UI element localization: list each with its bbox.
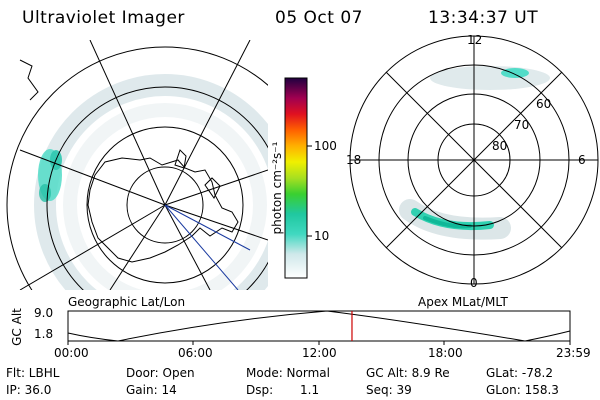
- instrument-title: Ultraviolet Imager: [22, 8, 185, 28]
- timeline-tick-1800: 18:00: [428, 346, 463, 360]
- timeline-ymax: 9.0: [34, 306, 54, 320]
- mlt-label-6: 6: [578, 153, 586, 167]
- status-gc-alt: GC Alt: 8.9 Re: [366, 366, 450, 380]
- timeline-ymin: 1.8: [34, 327, 54, 341]
- status-ip: IP: 36.0: [6, 383, 52, 397]
- timeline-tick-1200: 12:00: [302, 346, 337, 360]
- mlat-label-70: 70: [514, 118, 530, 132]
- altitude-timeline: [67, 310, 571, 342]
- mlat-label-80: 80: [492, 139, 508, 153]
- antarctica-coastline: [87, 157, 239, 263]
- image-date: 05 Oct 07: [275, 8, 363, 28]
- status-filter: Flt: LBHL: [6, 366, 60, 380]
- colorbar: [284, 77, 308, 279]
- status-seq: Seq: 39: [366, 383, 412, 397]
- apex-map-caption: Apex MLat/MLT: [418, 295, 508, 309]
- colorbar-tick-10: 10: [314, 229, 330, 243]
- mlt-label-0: 0: [470, 276, 478, 290]
- status-glat: GLat: -78.2: [486, 366, 553, 380]
- timeline-tick-2359: 23:59: [556, 346, 591, 360]
- timeline-ylabel: GC Alt: [10, 308, 24, 346]
- status-gain: Gain: 14: [126, 383, 177, 397]
- geographic-map-caption: Geographic Lat/Lon: [68, 295, 186, 309]
- status-mode: Mode: Normal: [246, 366, 330, 380]
- timeline-tick-0000: 00:00: [54, 346, 89, 360]
- timeline-tick-0600: 06:00: [178, 346, 213, 360]
- mlat-label-60: 60: [536, 97, 552, 111]
- status-dsp-label: Dsp:: [246, 383, 274, 397]
- mlt-label-12: 12: [467, 33, 483, 47]
- altitude-curve: [67, 310, 571, 342]
- apex-polar-plot: [349, 35, 599, 285]
- ground-track: [164, 204, 239, 290]
- geographic-map-grid: [6, 40, 268, 290]
- status-door: Door: Open: [126, 366, 195, 380]
- colorbar-unit-label: photon cm⁻²s⁻¹: [270, 141, 284, 235]
- image-time: 13:34:37 UT: [428, 8, 539, 28]
- status-glon: GLon: 158.3: [486, 383, 559, 397]
- mlt-label-18: 18: [346, 153, 362, 167]
- status-dsp-value: 1.1: [300, 383, 320, 397]
- colorbar-tick-100: 100: [314, 139, 337, 153]
